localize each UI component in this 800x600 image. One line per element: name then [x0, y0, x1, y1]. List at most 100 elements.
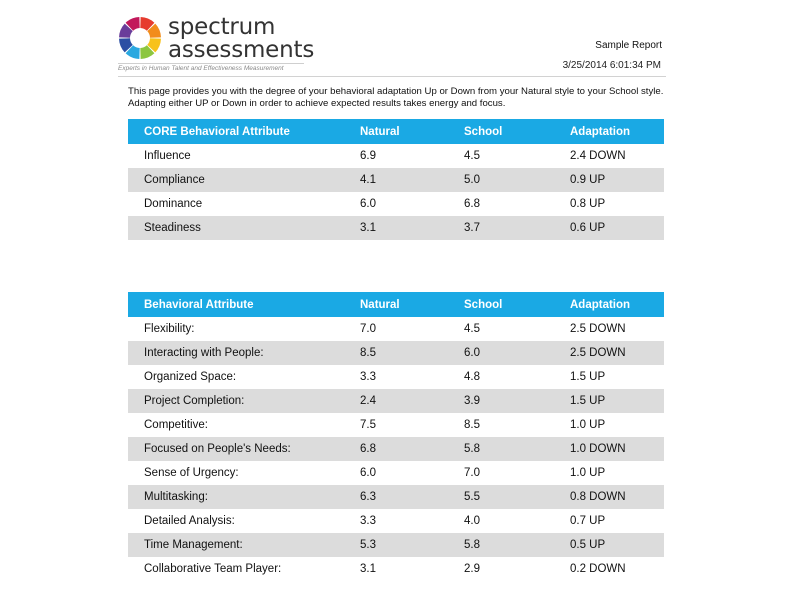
cell-school: 4.5: [464, 323, 480, 335]
cell-adaptation: 0.8 DOWN: [570, 485, 664, 509]
table-row: Competitive: 7.5 8.5 1.0 UP: [128, 413, 664, 437]
table-row: Focused on People's Needs: 6.8 5.8 1.0 DOWN: [128, 437, 664, 461]
cell-natural: 7.5: [360, 419, 376, 431]
ring-segment: [147, 38, 161, 53]
cell-school: 5.0: [464, 168, 570, 192]
cell-adaptation: 2.5 DOWN: [570, 323, 626, 335]
table-row: Influence 6.9 4.5 2.4 DOWN: [128, 144, 664, 168]
cell-school: 3.7: [464, 216, 570, 240]
cell-adaptation: 2.5 DOWN: [570, 341, 664, 365]
table-row: Collaborative Team Player: 3.1 2.9 0.2 DOWN: [128, 557, 664, 581]
brand-logo: spectrum assessments Experts in Human Ta…: [118, 14, 318, 74]
cell-natural: 6.9: [360, 150, 376, 162]
cell-natural: 6.0: [360, 198, 376, 210]
cell-adaptation: 1.5 UP: [570, 371, 606, 383]
brand-tagline: Experts in Human Talent and Effectivenes…: [118, 65, 284, 72]
cell-natural: 3.3: [360, 515, 376, 527]
column-header-school: School: [464, 119, 570, 144]
cell-attribute: Time Management:: [128, 533, 360, 557]
cell-school: 2.9: [464, 563, 480, 575]
cell-attribute: Influence: [144, 150, 191, 162]
table-row: Time Management: 5.3 5.8 0.5 UP: [128, 533, 664, 557]
cell-school: 6.0: [464, 341, 570, 365]
cell-school: 5.8: [464, 437, 570, 461]
ring-segment: [119, 23, 133, 38]
cell-adaptation: 0.5 UP: [570, 533, 664, 557]
tagline-divider: [118, 63, 304, 64]
column-header-adaptation: Adaptation: [570, 292, 664, 317]
table-row: Organized Space: 3.3 4.8 1.5 UP: [128, 365, 664, 389]
cell-adaptation: 0.6 UP: [570, 216, 664, 240]
ring-segment: [140, 17, 155, 31]
table-row: Compliance 4.1 5.0 0.9 UP: [128, 168, 664, 192]
table-row: Multitasking: 6.3 5.5 0.8 DOWN: [128, 485, 664, 509]
intro-text: This page provides you with the degree o…: [128, 86, 664, 109]
cell-school: 5.5: [464, 485, 570, 509]
cell-attribute: Collaborative Team Player:: [144, 563, 282, 575]
table-row: Interacting with People: 8.5 6.0 2.5 DOWN: [128, 341, 664, 365]
cell-attribute: Detailed Analysis:: [144, 515, 235, 527]
cell-school: 6.8: [464, 198, 480, 210]
brand-word-spectrum: spectrum: [168, 14, 276, 40]
cell-adaptation: 1.0 UP: [570, 467, 606, 479]
column-header-natural: Natural: [360, 119, 464, 144]
cell-adaptation: 1.0 DOWN: [570, 437, 664, 461]
cell-attribute: Competitive:: [144, 419, 208, 431]
cell-school: 4.8: [464, 371, 480, 383]
cell-adaptation: 1.5 UP: [570, 389, 664, 413]
cell-adaptation: 1.0 UP: [570, 419, 606, 431]
column-header-natural: Natural: [360, 292, 464, 317]
cell-attribute: Dominance: [144, 198, 203, 210]
cell-adaptation: 0.7 UP: [570, 515, 606, 527]
column-header-school: School: [464, 292, 570, 317]
cell-attribute: Sense of Urgency:: [144, 467, 239, 479]
cell-adaptation: 2.4 DOWN: [570, 150, 626, 162]
column-header-attribute: Behavioral Attribute: [128, 292, 360, 317]
cell-attribute: Interacting with People:: [128, 341, 360, 365]
cell-natural: 6.8: [360, 437, 464, 461]
column-header-attribute: CORE Behavioral Attribute: [128, 119, 360, 144]
cell-natural: 6.0: [360, 467, 376, 479]
table-header-row: CORE Behavioral Attribute Natural School…: [128, 119, 664, 144]
cell-natural: 7.0: [360, 323, 376, 335]
behavioral-attribute-table: Behavioral Attribute Natural School Adap…: [128, 292, 664, 581]
table-row: Detailed Analysis: 3.3 4.0 0.7 UP: [128, 509, 664, 533]
cell-school: 5.8: [464, 533, 570, 557]
report-label: Sample Report: [595, 40, 662, 51]
table-row: Dominance 6.0 6.8 0.8 UP: [128, 192, 664, 216]
cell-natural: 8.5: [360, 341, 464, 365]
header-divider: [118, 76, 666, 77]
cell-adaptation: 0.9 UP: [570, 168, 664, 192]
cell-school: 7.0: [464, 467, 480, 479]
ring-segment: [119, 38, 133, 53]
cell-natural: 3.3: [360, 371, 376, 383]
cell-adaptation: 0.2 DOWN: [570, 563, 626, 575]
cell-attribute: Multitasking:: [128, 485, 360, 509]
ring-segment: [147, 23, 161, 38]
cell-attribute: Steadiness: [128, 216, 360, 240]
cell-attribute: Flexibility:: [144, 323, 195, 335]
table-row: Steadiness 3.1 3.7 0.6 UP: [128, 216, 664, 240]
table-row: Project Completion: 2.4 3.9 1.5 UP: [128, 389, 664, 413]
cell-natural: 3.1: [360, 563, 376, 575]
table-row: Flexibility: 7.0 4.5 2.5 DOWN: [128, 317, 664, 341]
table-header-row: Behavioral Attribute Natural School Adap…: [128, 292, 664, 317]
cell-school: 4.5: [464, 150, 480, 162]
cell-natural: 4.1: [360, 168, 464, 192]
cell-attribute: Compliance: [128, 168, 360, 192]
spectrum-ring-icon: [119, 17, 161, 59]
cell-school: 8.5: [464, 419, 480, 431]
cell-natural: 6.3: [360, 485, 464, 509]
cell-school: 4.0: [464, 515, 480, 527]
ring-segment: [125, 45, 140, 59]
table-row: Sense of Urgency: 6.0 7.0 1.0 UP: [128, 461, 664, 485]
cell-adaptation: 0.8 UP: [570, 198, 606, 210]
cell-attribute: Project Completion:: [128, 389, 360, 413]
cell-natural: 3.1: [360, 216, 464, 240]
cell-natural: 5.3: [360, 533, 464, 557]
cell-school: 3.9: [464, 389, 570, 413]
report-date: 3/25/2014 6:01:34 PM: [562, 60, 661, 71]
cell-natural: 2.4: [360, 389, 464, 413]
cell-attribute: Focused on People's Needs:: [128, 437, 360, 461]
ring-segment: [140, 45, 155, 59]
